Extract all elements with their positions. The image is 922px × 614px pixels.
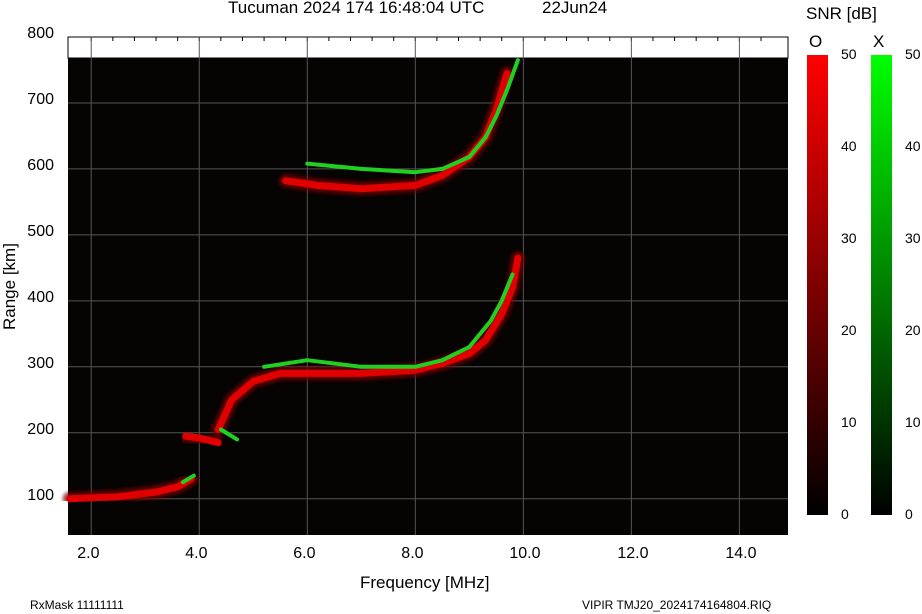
colorbar-tick-label: 10 (841, 414, 857, 430)
colorbar-tick-label: 40 (841, 138, 857, 154)
o-mode-trace (282, 69, 511, 193)
colorbar-tick-label: 50 (905, 46, 921, 62)
colorbar-tick-label: 30 (841, 230, 857, 246)
x-tick-label: 4.0 (185, 545, 208, 562)
colorbar-tick-label: 0 (841, 506, 849, 522)
colorbar-tick-label: 40 (905, 138, 921, 154)
y-tick-label: 700 (27, 90, 54, 108)
colorbar-x (871, 55, 892, 515)
o-mode-trace (214, 254, 522, 433)
x-tick-label: 2.0 (77, 545, 100, 562)
colorbar-tick-label: 0 (905, 506, 913, 522)
filename-label: VIPIR TMJ20_2024174164804.RIQ (582, 598, 772, 612)
y-tick-label: 600 (27, 156, 54, 174)
x-tick-label: 14.0 (725, 545, 757, 562)
y-tick-label: 400 (27, 288, 54, 306)
x-axis-label: Frequency [MHz] (360, 573, 490, 592)
o-mode-trace (66, 475, 195, 503)
x-mode-trace (218, 427, 240, 442)
y-tick-label: 100 (27, 486, 54, 504)
y-tick-label: 300 (27, 354, 54, 372)
chart-date: 22Jun24 (542, 0, 608, 17)
colorbar-tick-label: 50 (841, 46, 857, 62)
colorbar-o (807, 55, 828, 515)
colorbar-title: SNR [dB] (806, 4, 877, 23)
y-tick-label: 800 (27, 25, 54, 42)
x-tick-label: 10.0 (509, 545, 541, 562)
colorbar-tick-label: 30 (905, 230, 921, 246)
y-tick-label: 200 (27, 420, 54, 438)
colorbar-tick-label: 20 (905, 322, 921, 338)
y-tick-label: 500 (27, 222, 54, 240)
o-mode-trace (182, 432, 222, 447)
rxmask-label: RxMask 11111111 (30, 598, 124, 612)
header-band (67, 36, 789, 59)
colorbar-name: O (809, 32, 823, 51)
plot-background (68, 58, 788, 535)
x-tick-label: 12.0 (617, 545, 649, 562)
x-mode-trace (262, 272, 515, 369)
colorbar-tick-label: 20 (841, 322, 857, 338)
x-mode-trace (305, 58, 520, 175)
colorbar-tick-label: 10 (905, 414, 921, 430)
x-tick-label: 6.0 (293, 545, 316, 562)
chart-title: Tucuman 2024 174 16:48:04 UTC (228, 0, 485, 17)
colorbar-name: X (873, 32, 885, 51)
x-tick-label: 8.0 (401, 545, 424, 562)
x-mode-trace (181, 473, 196, 485)
